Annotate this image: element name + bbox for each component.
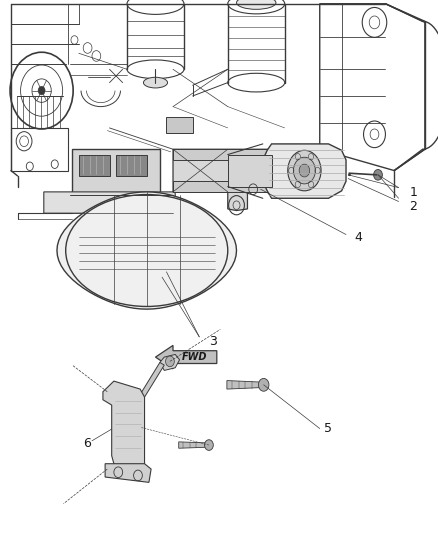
Polygon shape [179,442,208,448]
Polygon shape [160,354,180,370]
Polygon shape [227,381,263,389]
Text: 5: 5 [324,422,332,435]
Polygon shape [57,192,237,309]
Circle shape [374,169,382,180]
Circle shape [293,157,315,184]
Text: 2: 2 [410,200,417,213]
Polygon shape [72,149,160,195]
Ellipse shape [237,0,276,9]
Text: 6: 6 [83,437,91,450]
Polygon shape [79,155,110,176]
Polygon shape [155,345,217,369]
Polygon shape [173,149,307,160]
Polygon shape [263,144,346,198]
Polygon shape [166,117,193,133]
Polygon shape [173,149,307,211]
Text: 1: 1 [410,187,417,199]
Polygon shape [140,362,164,397]
Polygon shape [105,464,151,482]
Text: 4: 4 [355,231,363,244]
Polygon shape [116,155,147,176]
Text: FWD: FWD [182,352,208,361]
Circle shape [258,378,269,391]
Text: 3: 3 [209,335,217,348]
Polygon shape [173,181,307,192]
Circle shape [288,150,321,191]
Polygon shape [228,155,272,187]
Circle shape [205,440,213,450]
Ellipse shape [143,77,167,88]
Circle shape [299,164,310,177]
Circle shape [166,356,174,367]
Polygon shape [103,381,145,472]
Circle shape [38,86,45,95]
Polygon shape [44,192,175,213]
